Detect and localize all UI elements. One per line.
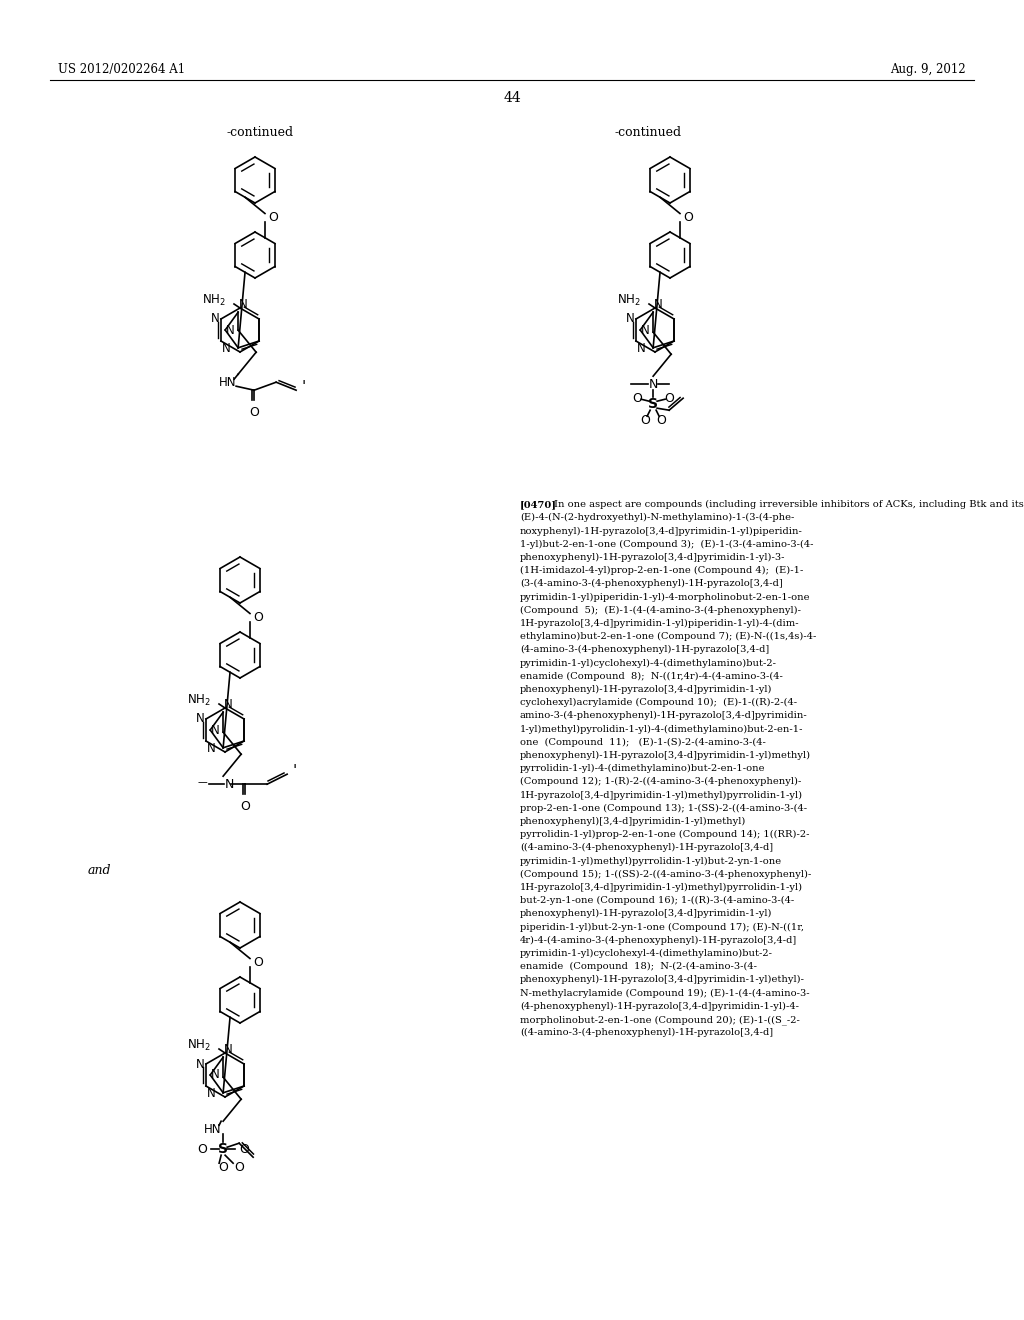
Text: pyrimidin-1-yl)cyclohexyl-4-(dimethylamino)but-2-: pyrimidin-1-yl)cyclohexyl-4-(dimethylami…: [520, 949, 773, 958]
Text: -continued: -continued: [226, 127, 294, 140]
Text: 1-yl)but-2-en-1-one (Compound 3);  (E)-1-(3-(4-amino-3-(4-: 1-yl)but-2-en-1-one (Compound 3); (E)-1-…: [520, 540, 813, 549]
Text: N: N: [197, 1057, 205, 1071]
Text: O: O: [249, 407, 259, 420]
Text: cyclohexyl)acrylamide (Compound 10);  (E)-1-((R)-2-(4-: cyclohexyl)acrylamide (Compound 10); (E)…: [520, 698, 797, 708]
Text: (Compound  5);  (E)-1-(4-(4-amino-3-(4-phenoxyphenyl)-: (Compound 5); (E)-1-(4-(4-amino-3-(4-phe…: [520, 606, 801, 615]
Text: —: —: [198, 777, 207, 787]
Text: N: N: [197, 713, 205, 726]
Text: -continued: -continued: [614, 127, 682, 140]
Text: N-methylacrylamide (Compound 19); (E)-1-(4-(4-amino-3-: N-methylacrylamide (Compound 19); (E)-1-…: [520, 989, 810, 998]
Text: N: N: [224, 1043, 232, 1056]
Text: N: N: [207, 742, 216, 755]
Text: 1H-pyrazolo[3,4-d]pyrimidin-1-yl)methyl)pyrrolidin-1-yl): 1H-pyrazolo[3,4-d]pyrimidin-1-yl)methyl)…: [520, 883, 803, 892]
Text: O: O: [253, 611, 263, 624]
Text: ((4-amino-3-(4-phenoxyphenyl)-1H-pyrazolo[3,4-d]: ((4-amino-3-(4-phenoxyphenyl)-1H-pyrazol…: [520, 1028, 773, 1038]
Text: phenoxyphenyl)-1H-pyrazolo[3,4-d]pyrimidin-1-yl)ethyl)-: phenoxyphenyl)-1H-pyrazolo[3,4-d]pyrimid…: [520, 975, 805, 985]
Text: HN: HN: [219, 376, 237, 388]
Text: noxyphenyl)-1H-pyrazolo[3,4-d]pyrimidin-1-yl)piperidin-: noxyphenyl)-1H-pyrazolo[3,4-d]pyrimidin-…: [520, 527, 803, 536]
Text: N: N: [654, 298, 663, 312]
Text: piperidin-1-yl)but-2-yn-1-one (Compound 17); (E)-N-((1r,: piperidin-1-yl)but-2-yn-1-one (Compound …: [520, 923, 804, 932]
Text: phenoxyphenyl)[3,4-d]pyrimidin-1-yl)methyl): phenoxyphenyl)[3,4-d]pyrimidin-1-yl)meth…: [520, 817, 746, 826]
Text: ': ': [292, 764, 296, 779]
Text: O: O: [253, 956, 263, 969]
Text: phenoxyphenyl)-1H-pyrazolo[3,4-d]pyrimidin-1-yl)-3-: phenoxyphenyl)-1H-pyrazolo[3,4-d]pyrimid…: [520, 553, 785, 562]
Text: NH$_2$: NH$_2$: [187, 1038, 211, 1052]
Text: O: O: [241, 800, 250, 813]
Text: 44: 44: [503, 91, 521, 106]
Text: (4-amino-3-(4-phenoxyphenyl)-1H-pyrazolo[3,4-d]: (4-amino-3-(4-phenoxyphenyl)-1H-pyrazolo…: [520, 645, 769, 655]
Text: (Compound 15); 1-((SS)-2-((4-amino-3-(4-phenoxyphenyl)-: (Compound 15); 1-((SS)-2-((4-amino-3-(4-…: [520, 870, 811, 879]
Text: (1H-imidazol-4-yl)prop-2-en-1-one (Compound 4);  (E)-1-: (1H-imidazol-4-yl)prop-2-en-1-one (Compo…: [520, 566, 804, 576]
Text: 1H-pyrazolo[3,4-d]pyrimidin-1-yl)methyl)pyrrolidin-1-yl): 1H-pyrazolo[3,4-d]pyrimidin-1-yl)methyl)…: [520, 791, 803, 800]
Text: Aug. 9, 2012: Aug. 9, 2012: [891, 63, 966, 77]
Text: O: O: [640, 413, 650, 426]
Text: phenoxyphenyl)-1H-pyrazolo[3,4-d]pyrimidin-1-yl)methyl): phenoxyphenyl)-1H-pyrazolo[3,4-d]pyrimid…: [520, 751, 811, 760]
Text: HN: HN: [204, 1123, 221, 1135]
Text: N: N: [224, 698, 232, 711]
Text: NH$_2$: NH$_2$: [187, 693, 211, 708]
Text: O: O: [683, 211, 693, 224]
Text: 1-yl)methyl)pyrolidin-1-yl)-4-(dimethylamino)but-2-en-1-: 1-yl)methyl)pyrolidin-1-yl)-4-(dimethyla…: [520, 725, 804, 734]
Text: N: N: [211, 723, 220, 737]
Text: O: O: [268, 211, 278, 224]
Text: N: N: [641, 323, 650, 337]
Text: ((4-amino-3-(4-phenoxyphenyl)-1H-pyrazolo[3,4-d]: ((4-amino-3-(4-phenoxyphenyl)-1H-pyrazol…: [520, 843, 773, 853]
Text: N: N: [225, 777, 234, 791]
Text: (3-(4-amino-3-(4-phenoxyphenyl)-1H-pyrazolo[3,4-d]: (3-(4-amino-3-(4-phenoxyphenyl)-1H-pyraz…: [520, 579, 782, 589]
Text: phenoxyphenyl)-1H-pyrazolo[3,4-d]pyrimidin-1-yl): phenoxyphenyl)-1H-pyrazolo[3,4-d]pyrimid…: [520, 909, 772, 919]
Text: N: N: [226, 323, 234, 337]
Text: prop-2-en-1-one (Compound 13); 1-(SS)-2-((4-amino-3-(4-: prop-2-en-1-one (Compound 13); 1-(SS)-2-…: [520, 804, 807, 813]
Text: N: N: [211, 1068, 220, 1081]
Text: O: O: [656, 413, 666, 426]
Text: NH$_2$: NH$_2$: [202, 293, 226, 308]
Text: N: N: [627, 313, 635, 326]
Text: O: O: [632, 392, 642, 405]
Text: N: N: [648, 378, 657, 391]
Text: ': ': [301, 380, 305, 395]
Text: morpholinobut-2-en-1-one (Compound 20); (E)-1-((S_-2-: morpholinobut-2-en-1-one (Compound 20); …: [520, 1015, 800, 1024]
Text: [0470]: [0470]: [520, 500, 557, 510]
Text: NH$_2$: NH$_2$: [617, 293, 641, 308]
Text: S: S: [218, 1142, 228, 1156]
Text: N: N: [240, 298, 248, 312]
Text: (E)-4-(N-(2-hydroxyethyl)-N-methylamino)-1-(3-(4-phe-: (E)-4-(N-(2-hydroxyethyl)-N-methylamino)…: [520, 513, 795, 523]
Text: and: and: [88, 863, 112, 876]
Text: N: N: [211, 313, 220, 326]
Text: (4-phenoxyphenyl)-1H-pyrazolo[3,4-d]pyrimidin-1-yl)-4-: (4-phenoxyphenyl)-1H-pyrazolo[3,4-d]pyri…: [520, 1002, 799, 1011]
Text: pyrimidin-1-yl)piperidin-1-yl)-4-morpholinobut-2-en-1-one: pyrimidin-1-yl)piperidin-1-yl)-4-morphol…: [520, 593, 811, 602]
Text: O: O: [218, 1160, 228, 1173]
Text: O: O: [240, 1143, 249, 1156]
Text: In one aspect are compounds (including irreversible inhibitors of ACKs, includin: In one aspect are compounds (including i…: [554, 500, 1024, 510]
Text: O: O: [234, 1160, 244, 1173]
Text: amino-3-(4-phenoxyphenyl)-1H-pyrazolo[3,4-d]pyrimidin-: amino-3-(4-phenoxyphenyl)-1H-pyrazolo[3,…: [520, 711, 808, 721]
Text: pyrimidin-1-yl)methyl)pyrrolidin-1-yl)but-2-yn-1-one: pyrimidin-1-yl)methyl)pyrrolidin-1-yl)bu…: [520, 857, 782, 866]
Text: N: N: [637, 342, 646, 355]
Text: but-2-yn-1-one (Compound 16); 1-((R)-3-(4-amino-3-(4-: but-2-yn-1-one (Compound 16); 1-((R)-3-(…: [520, 896, 795, 906]
Text: phenoxyphenyl)-1H-pyrazolo[3,4-d]pyrimidin-1-yl): phenoxyphenyl)-1H-pyrazolo[3,4-d]pyrimid…: [520, 685, 772, 694]
Text: pyrrolidin-1-yl)-4-(dimethylamino)but-2-en-1-one: pyrrolidin-1-yl)-4-(dimethylamino)but-2-…: [520, 764, 766, 774]
Text: ethylamino)but-2-en-1-one (Compound 7); (E)-N-((1s,4s)-4-: ethylamino)but-2-en-1-one (Compound 7); …: [520, 632, 816, 642]
Text: 4r)-4-(4-amino-3-(4-phenoxyphenyl)-1H-pyrazolo[3,4-d]: 4r)-4-(4-amino-3-(4-phenoxyphenyl)-1H-py…: [520, 936, 798, 945]
Text: O: O: [198, 1143, 207, 1156]
Text: enamide (Compound  8);  N-((1r,4r)-4-(4-amino-3-(4-: enamide (Compound 8); N-((1r,4r)-4-(4-am…: [520, 672, 783, 681]
Text: enamide  (Compound  18);  N-(2-(4-amino-3-(4-: enamide (Compound 18); N-(2-(4-amino-3-(…: [520, 962, 757, 972]
Text: N: N: [222, 342, 230, 355]
Text: N: N: [207, 1086, 216, 1100]
Text: O: O: [665, 392, 674, 405]
Text: 1H-pyrazolo[3,4-d]pyrimidin-1-yl)piperidin-1-yl)-4-(dim-: 1H-pyrazolo[3,4-d]pyrimidin-1-yl)piperid…: [520, 619, 800, 628]
Text: S: S: [648, 397, 658, 412]
Text: one  (Compound  11);   (E)-1-(S)-2-(4-amino-3-(4-: one (Compound 11); (E)-1-(S)-2-(4-amino-…: [520, 738, 766, 747]
Text: US 2012/0202264 A1: US 2012/0202264 A1: [58, 63, 185, 77]
Text: (Compound 12); 1-(R)-2-((4-amino-3-(4-phenoxyphenyl)-: (Compound 12); 1-(R)-2-((4-amino-3-(4-ph…: [520, 777, 802, 787]
Text: pyrimidin-1-yl)cyclohexyl)-4-(dimethylamino)but-2-: pyrimidin-1-yl)cyclohexyl)-4-(dimethylam…: [520, 659, 777, 668]
Text: pyrrolidin-1-yl)prop-2-en-1-one (Compound 14); 1((RR)-2-: pyrrolidin-1-yl)prop-2-en-1-one (Compoun…: [520, 830, 810, 840]
